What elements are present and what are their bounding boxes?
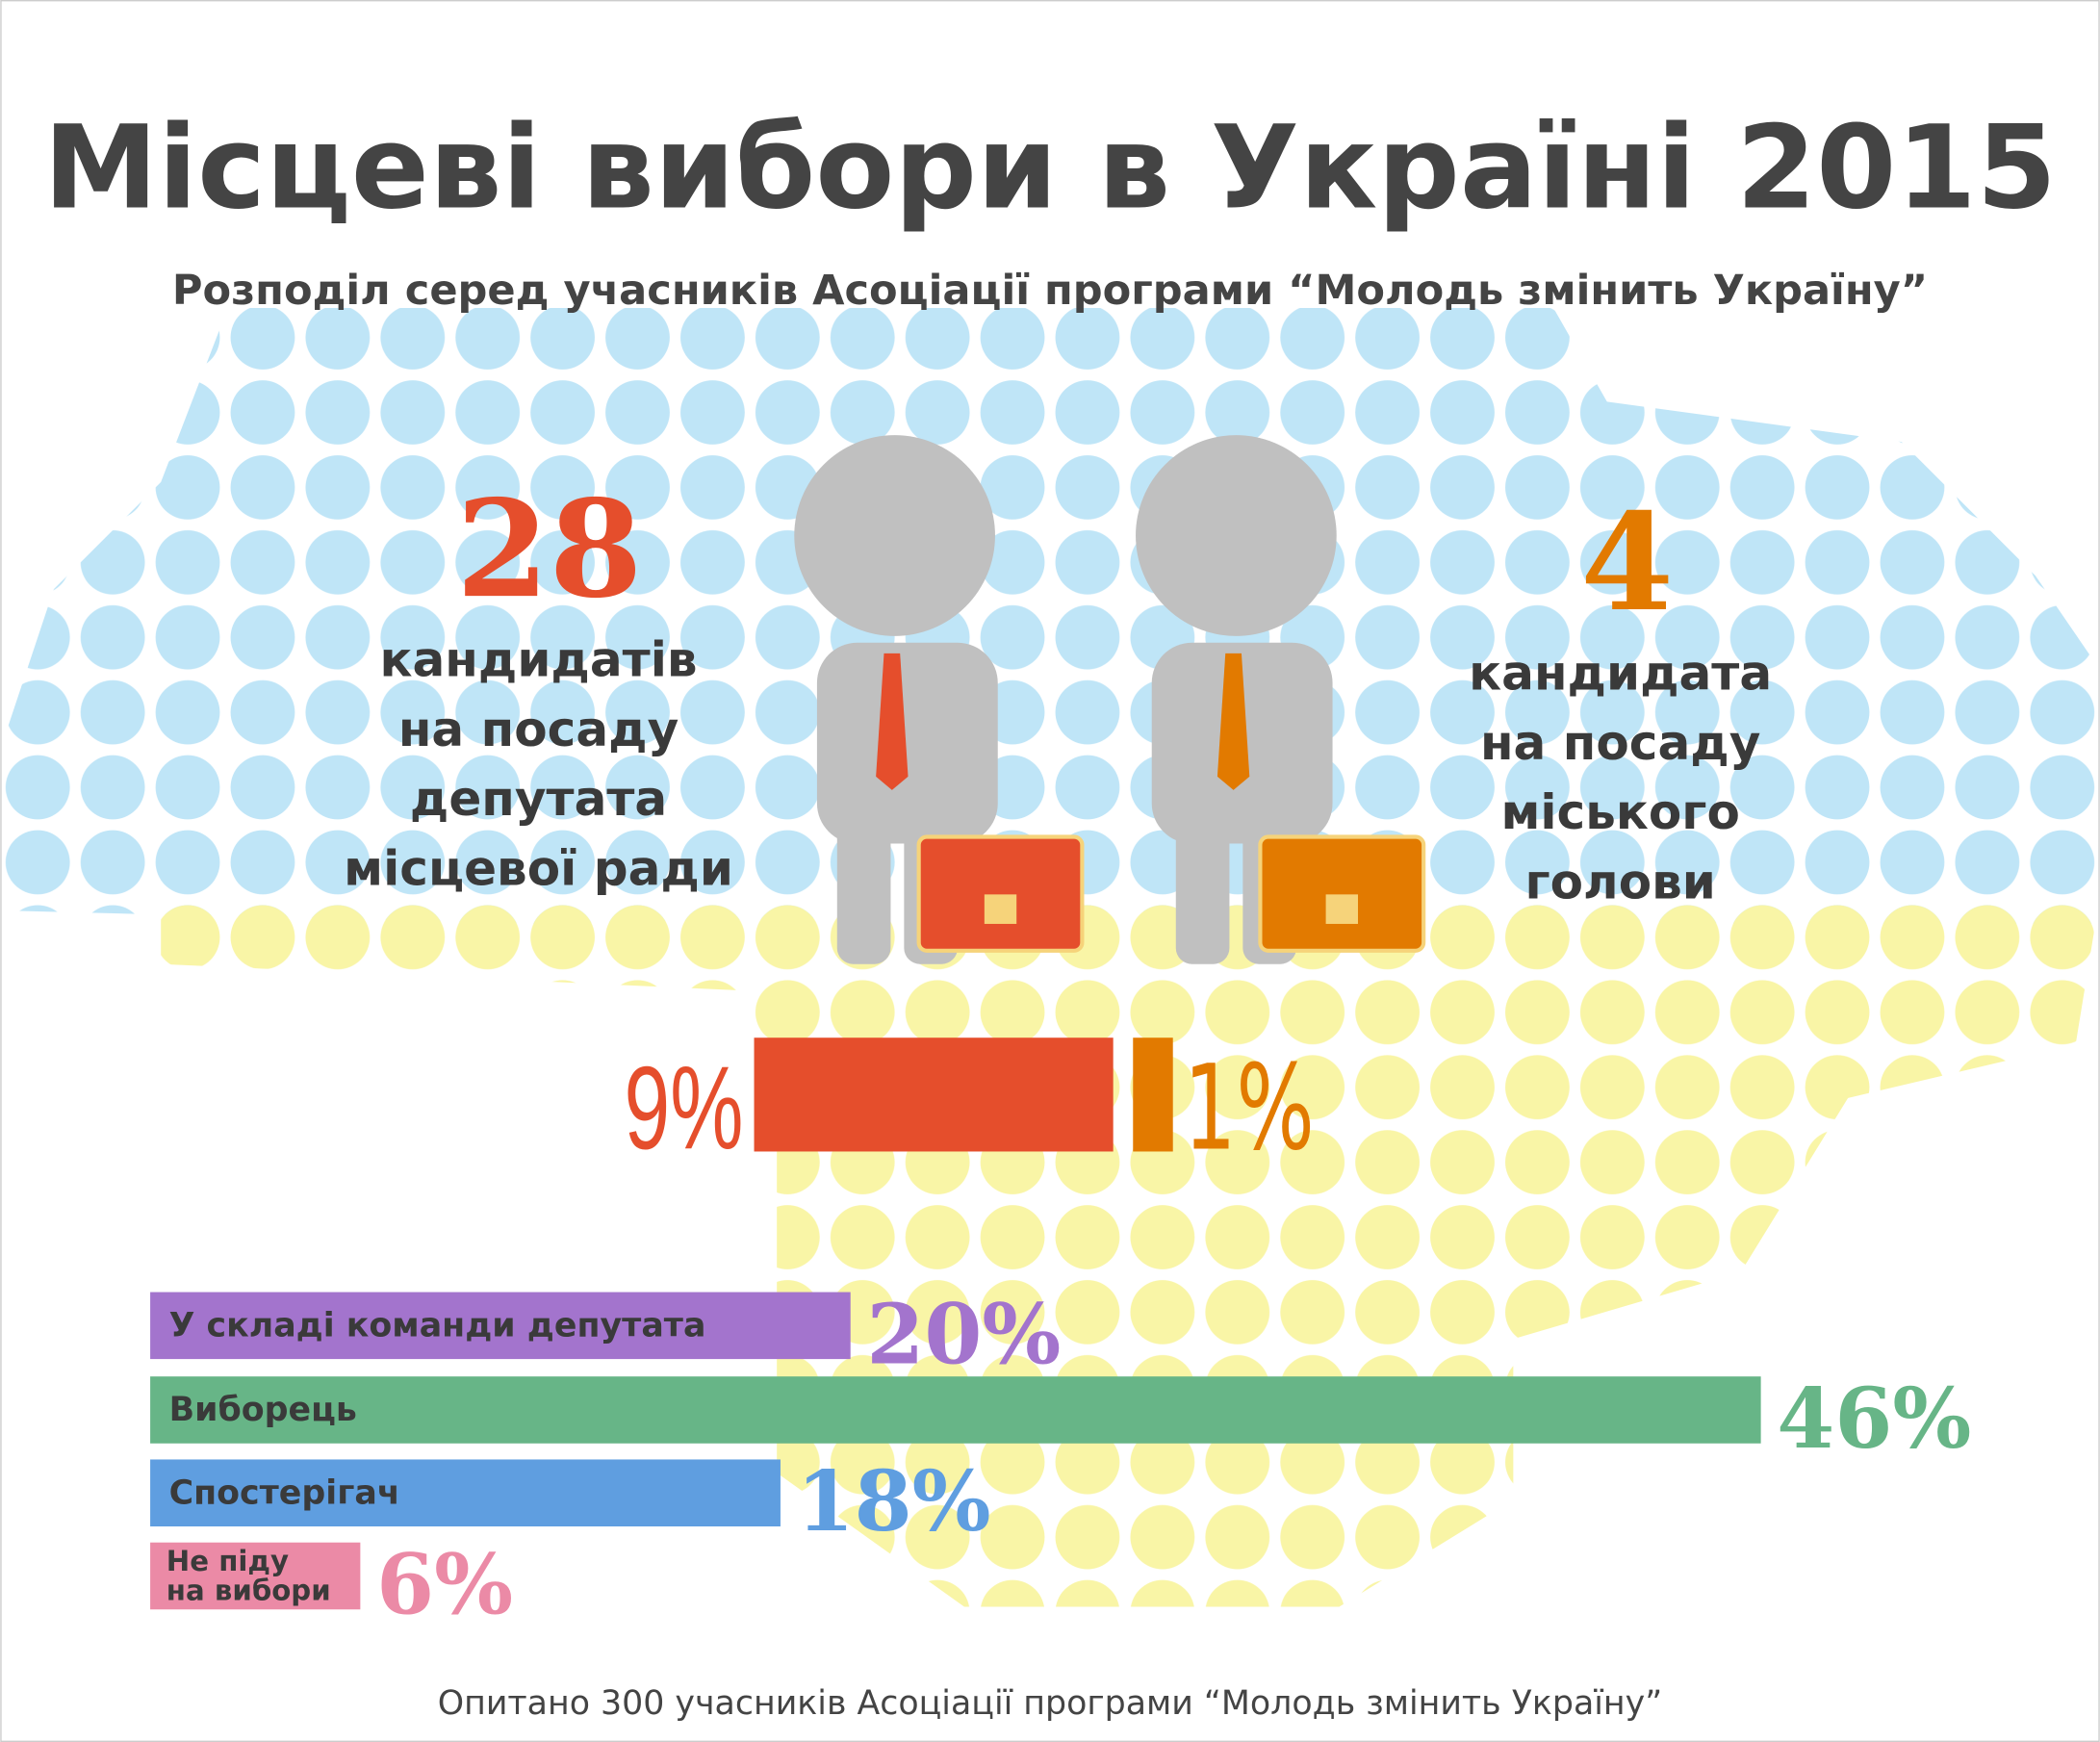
- share-bar: [754, 1038, 1114, 1152]
- role-label-box: У складі команди депутата: [168, 1305, 706, 1345]
- candidate-text: кандидата: [1469, 645, 1772, 701]
- title: Місцеві вибори в Україні 2015: [43, 102, 2057, 236]
- candidate-text: кандидатів: [380, 632, 698, 688]
- role-label: Спостерігач: [168, 1473, 400, 1512]
- subtitle: Розподіл серед учасників Асоціації прогр…: [172, 267, 1928, 315]
- candidate-count: 28: [456, 470, 643, 628]
- map-bottom: [161, 897, 2100, 1607]
- candidate-text: міського: [1500, 784, 1739, 840]
- role-value: 46%: [1777, 1371, 1971, 1468]
- role-label-box: Не піду на вибори: [166, 1545, 331, 1607]
- candidate-count: 4: [1580, 483, 1674, 641]
- figure: [1136, 435, 1426, 964]
- role-value: 18%: [797, 1453, 991, 1550]
- figure: [794, 435, 1085, 964]
- role-bar: [150, 1542, 361, 1610]
- role-label-box: Виборець: [168, 1390, 357, 1429]
- role-value: 6%: [376, 1536, 513, 1633]
- candidate-text: депутата: [410, 771, 667, 827]
- share-label: 9%: [625, 1043, 744, 1175]
- share-bar: [1133, 1038, 1173, 1152]
- footnote: Опитано 300 учасників Асоціації програми…: [438, 1684, 1663, 1723]
- role-label-box: Спостерігач: [168, 1473, 400, 1512]
- role-value: 20%: [866, 1286, 1061, 1383]
- role-bar: [150, 1459, 781, 1527]
- role-label: У складі команди депутата: [168, 1305, 706, 1345]
- role-bar: [150, 1292, 851, 1360]
- candidate-text: на посаду: [1480, 715, 1760, 771]
- map-top: [0, 307, 2100, 924]
- role-label: Виборець: [168, 1390, 357, 1429]
- candidate-text: голови: [1524, 855, 1715, 910]
- role-bar: [150, 1376, 1761, 1444]
- candidate-text: на посаду: [398, 702, 679, 757]
- candidate-text: місцевої ради: [344, 841, 733, 897]
- share-label: 1%: [1184, 1039, 1315, 1177]
- role-label: Не піду на вибори: [166, 1545, 331, 1607]
